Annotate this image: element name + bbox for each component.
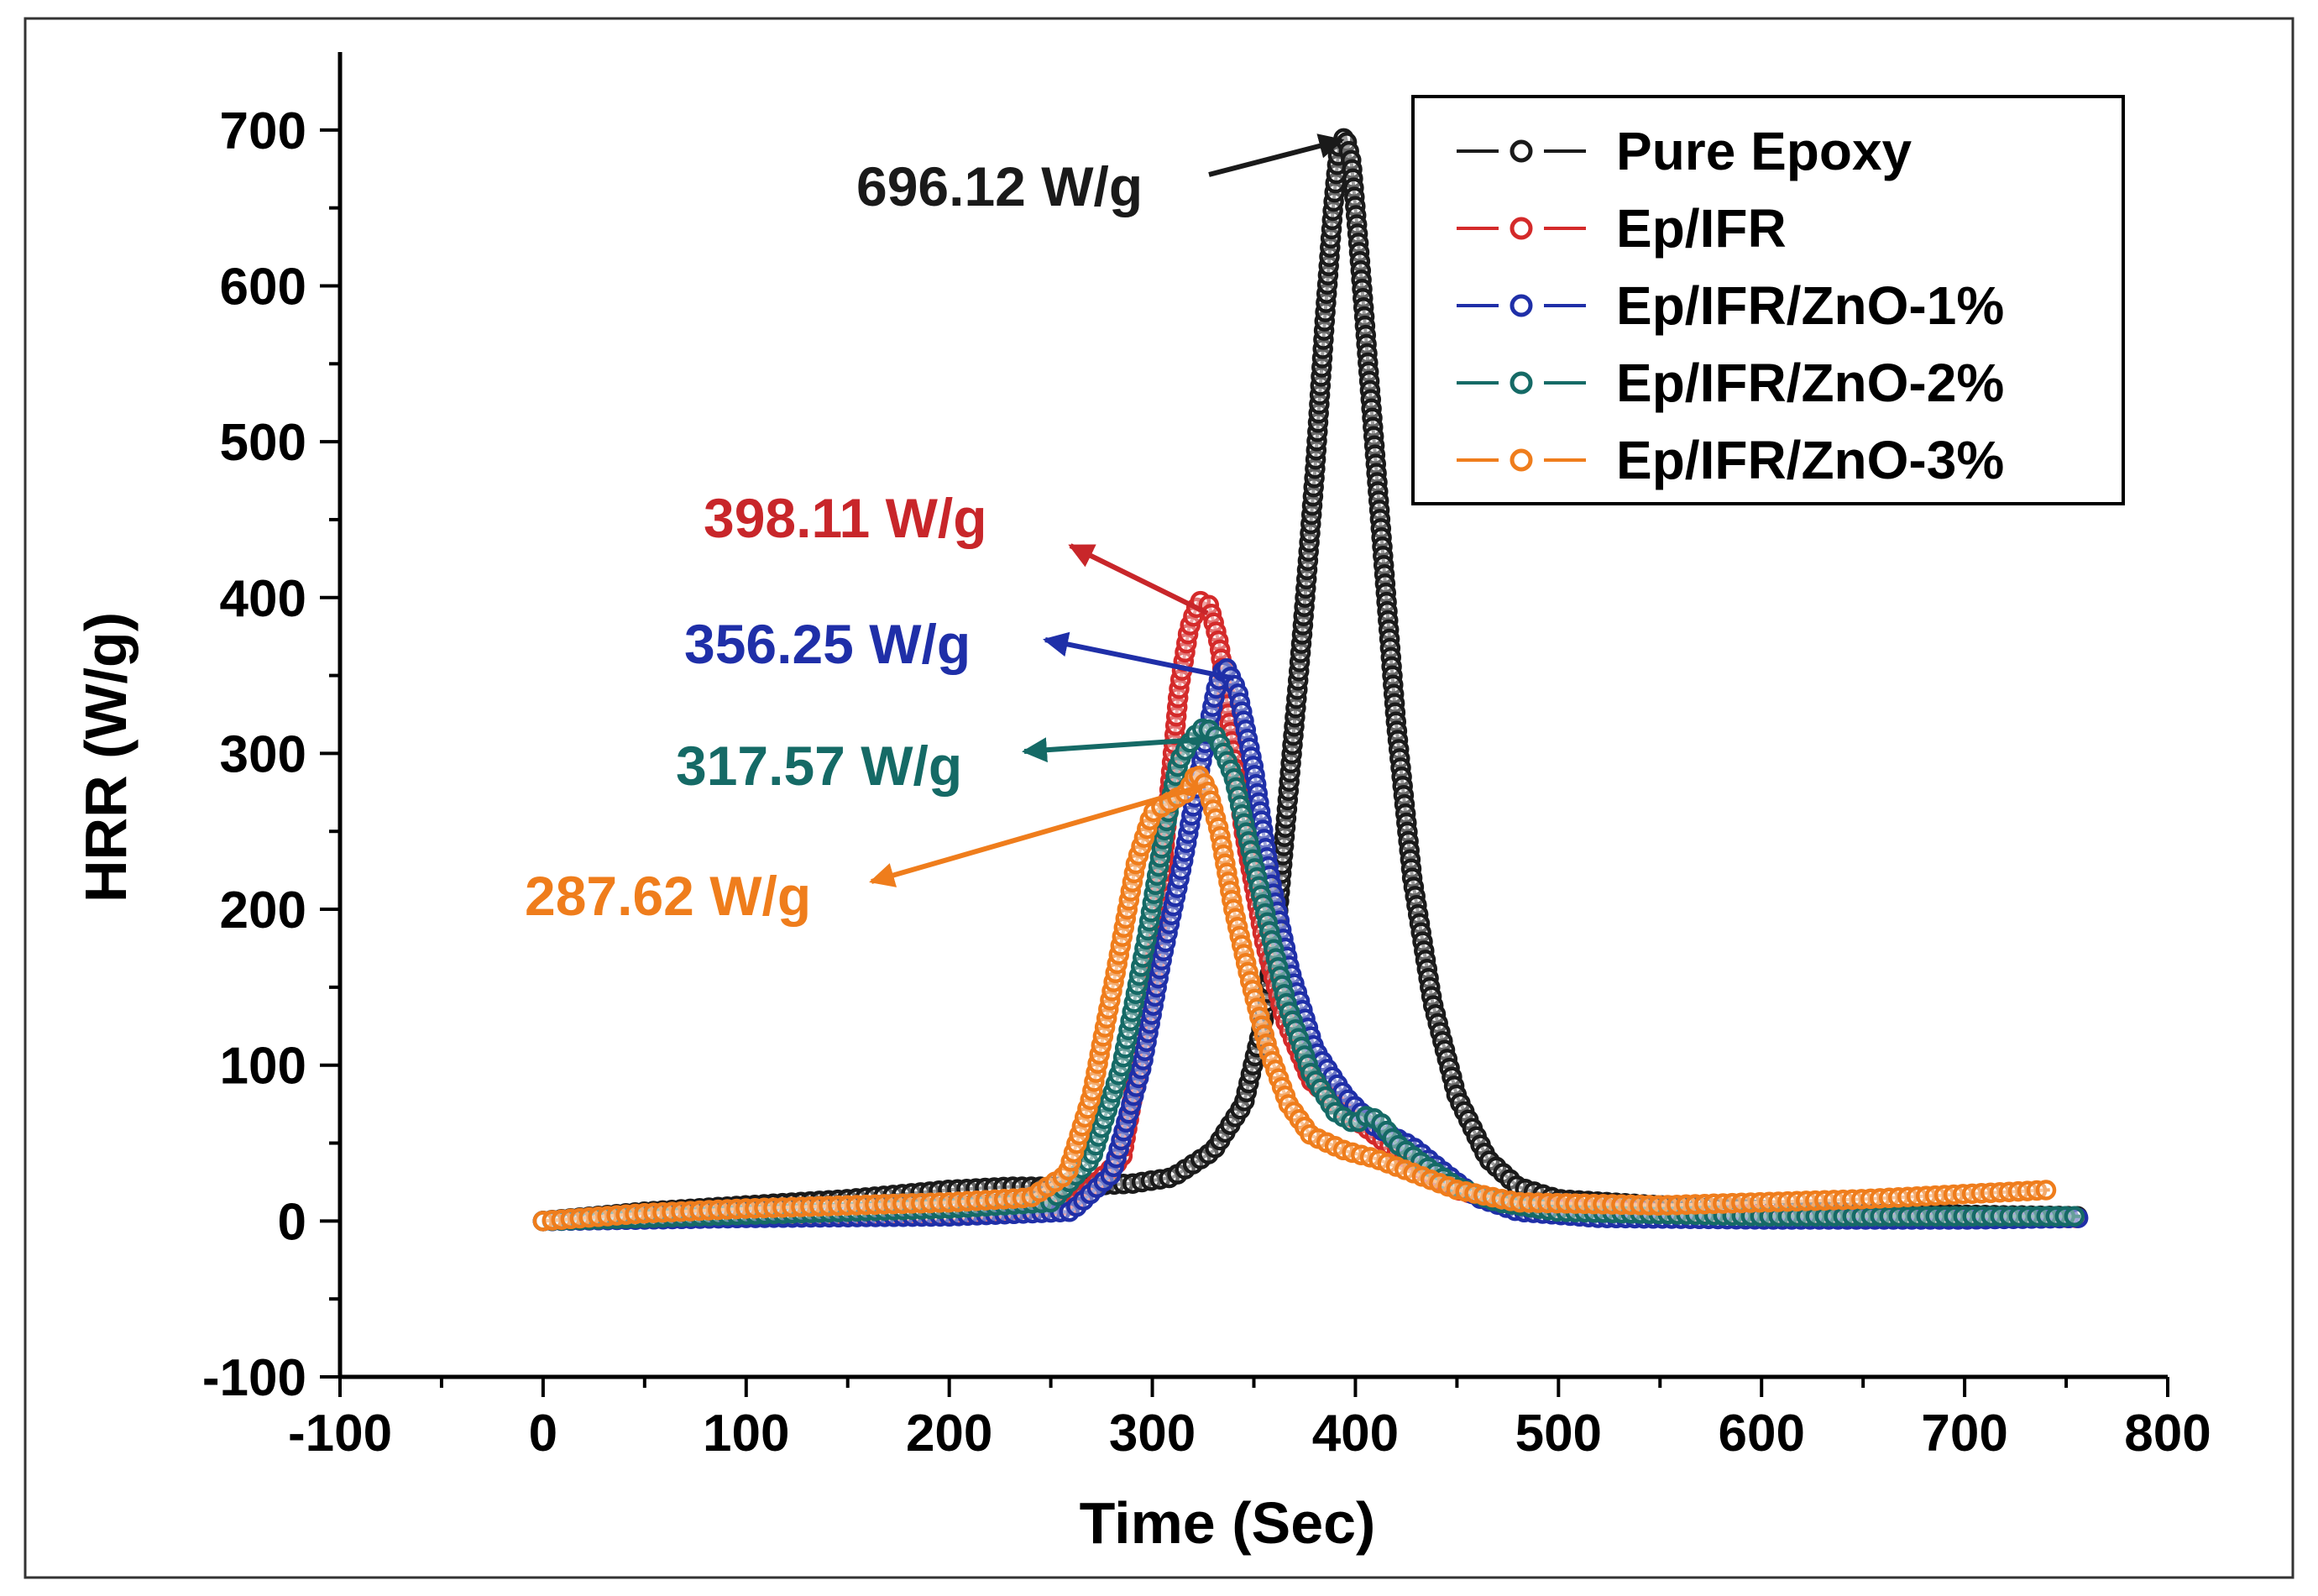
x-tick-label: 400 — [1312, 1405, 1399, 1463]
legend-label: Ep/IFR/ZnO-2% — [1616, 353, 2004, 413]
annotation-arrow — [1068, 543, 1209, 615]
legend-item-pure-epoxy: Pure Epoxy — [1457, 121, 1912, 181]
series-ep-ifr-zno-3 — [532, 766, 2057, 1232]
data-point — [2035, 1180, 2057, 1201]
legend-marker — [1510, 139, 1533, 163]
y-tick-label: 600 — [220, 258, 306, 316]
legend-marker — [1510, 217, 1533, 240]
legend-label: Ep/IFR/ZnO-3% — [1616, 430, 2004, 490]
legend-item-ep-ifr-zno-2: Ep/IFR/ZnO-2% — [1457, 353, 2004, 413]
annotation-label: 398.11 W/g — [704, 487, 987, 549]
legend-label: Pure Epoxy — [1616, 121, 1912, 181]
legend-marker — [1510, 294, 1533, 317]
annotation-arrow — [869, 782, 1206, 887]
legend-marker — [1510, 448, 1533, 472]
annotation-label: 287.62 W/g — [525, 865, 811, 927]
x-tick-label: 0 — [529, 1405, 557, 1463]
y-tick-label: 200 — [220, 882, 306, 939]
x-axis-label: Time (Sec) — [1080, 1490, 1376, 1556]
legend-item-ep-ifr-zno-3: Ep/IFR/ZnO-3% — [1457, 430, 2004, 490]
x-tick-label: 500 — [1515, 1405, 1602, 1463]
y-tick-label: 0 — [278, 1193, 306, 1251]
annotation-label: 317.57 W/g — [676, 735, 962, 797]
legend-item-ep-ifr: Ep/IFR — [1457, 198, 1787, 259]
y-tick-label: 700 — [220, 102, 306, 160]
x-tick-label: 200 — [906, 1405, 992, 1463]
data-point — [2064, 1206, 2085, 1227]
y-tick-label: -100 — [202, 1349, 306, 1407]
legend-label: Ep/IFR — [1616, 198, 1787, 259]
annotation-arrow — [1043, 631, 1235, 681]
series-layer — [532, 128, 2089, 1232]
y-tick-label: 500 — [220, 414, 306, 472]
series-ep-ifr-zno-2 — [532, 718, 2085, 1232]
annotation-arrow — [1022, 735, 1214, 763]
legend-box — [1411, 95, 2125, 505]
y-tick-label: 400 — [220, 570, 306, 628]
annotation-label: 356.25 W/g — [684, 613, 971, 675]
x-tick-label: 700 — [1921, 1405, 2007, 1463]
x-tick-label: 300 — [1109, 1405, 1196, 1463]
axes-layer: -100 0 100 200 300 400 500 600 700 800 -100 0 100 200… — [202, 52, 2211, 1463]
x-tick-label: 600 — [1718, 1405, 1804, 1463]
y-axis-label: HRR (W/g) — [73, 612, 139, 903]
x-tick-label: -100 — [288, 1405, 392, 1463]
annotations-layer: 696.12 W/g 398.11 W/g 356.25 W/g 317.57 W/g… — [525, 133, 1345, 927]
y-tick-label: 100 — [220, 1038, 306, 1096]
y-tick-label: 300 — [220, 725, 306, 783]
legend-item-ep-ifr-zno-1: Ep/IFR/ZnO-1% — [1457, 275, 2004, 336]
annotation-arrow — [1208, 133, 1345, 177]
x-tick-label: 800 — [2124, 1405, 2211, 1463]
x-tick-label: 100 — [703, 1405, 789, 1463]
legend: Pure Epoxy Ep/IFR Ep/IFR/ZnO-1% Ep/IFR/ZnO-… — [1411, 95, 2125, 505]
legend-label: Ep/IFR/ZnO-1% — [1616, 275, 2004, 336]
annotation-label: 696.12 W/g — [856, 155, 1143, 217]
legend-marker — [1510, 371, 1533, 395]
